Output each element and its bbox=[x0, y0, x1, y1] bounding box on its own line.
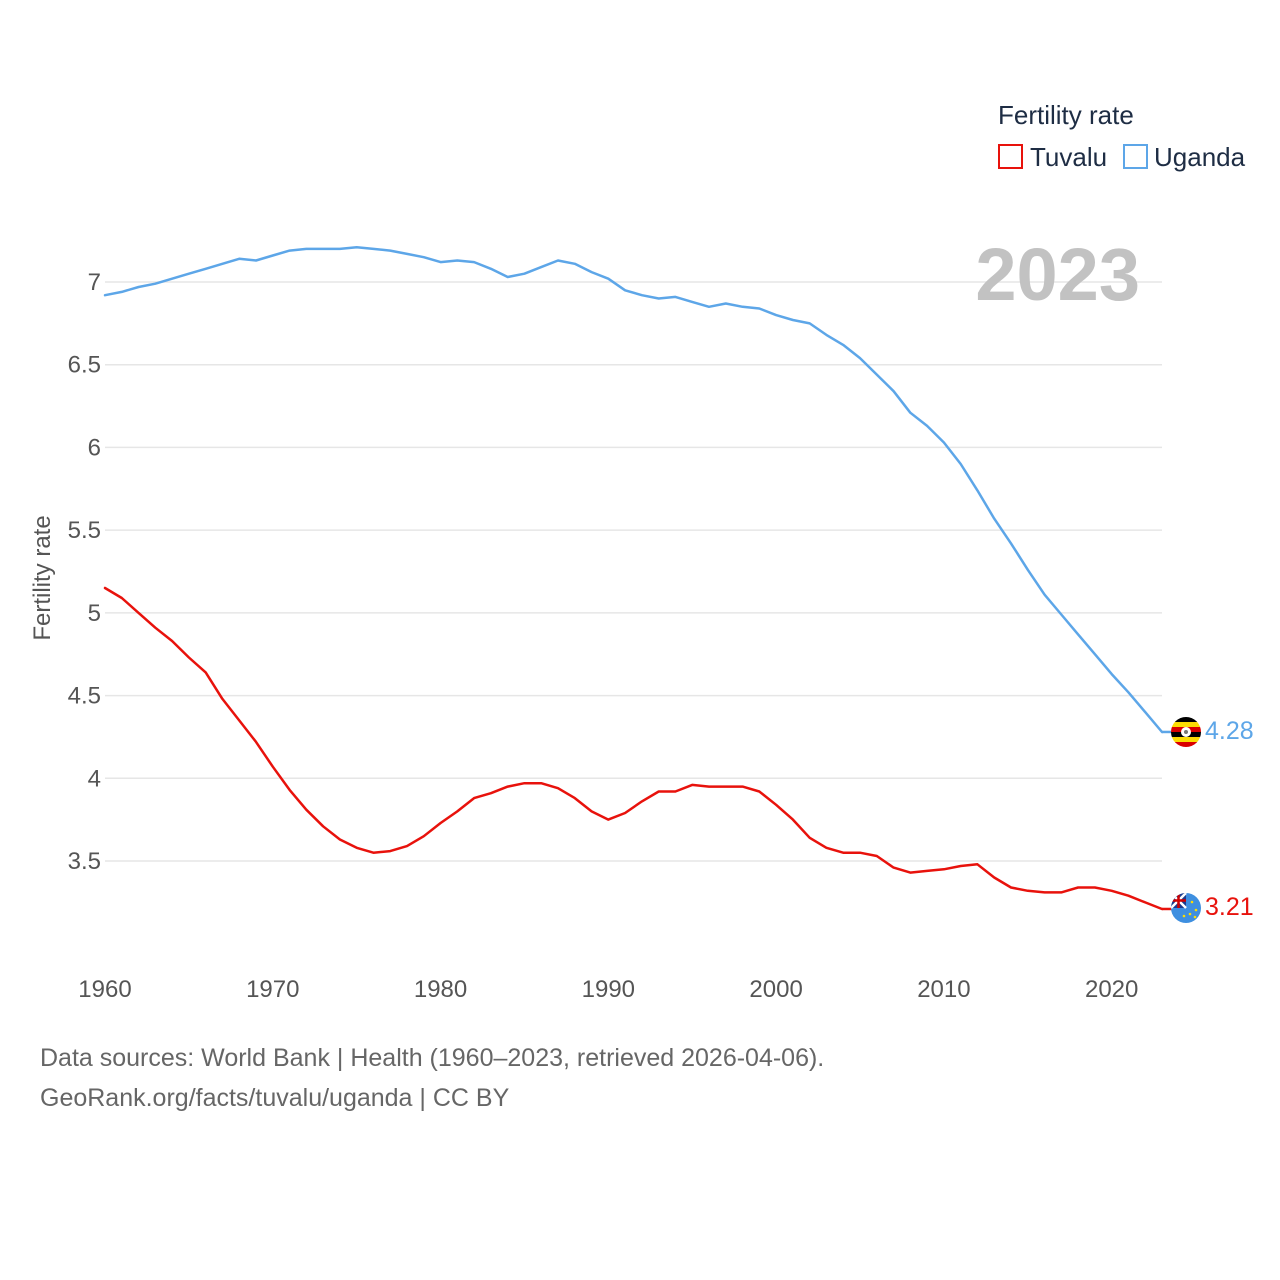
y-tick-label: 7 bbox=[88, 269, 101, 296]
y-tick-label: 5 bbox=[88, 600, 101, 627]
y-tick-label: 6.5 bbox=[68, 352, 101, 379]
x-tick-label: 1990 bbox=[582, 976, 635, 1003]
x-tick-label: 1970 bbox=[246, 976, 299, 1003]
y-tick-label: 5.5 bbox=[68, 517, 101, 544]
series-line-tuvalu bbox=[103, 586, 1164, 911]
x-tick-label: 2010 bbox=[917, 976, 970, 1003]
legend-title: Fertility rate bbox=[998, 100, 1134, 130]
current-year-label: 2023 bbox=[975, 233, 1140, 316]
grid-lines bbox=[105, 281, 1162, 862]
legend: Fertility rate Tuvalu Uganda bbox=[998, 100, 1246, 172]
y-axis-label: Fertility rate bbox=[29, 515, 56, 640]
uganda-flag-icon bbox=[1171, 717, 1201, 747]
legend-swatch-uganda bbox=[1123, 144, 1148, 169]
fertility-rate-chart: 3.5 4 4.5 5 5.5 6 6.5 7 1960 1970 1980 1990 2000 201… bbox=[29, 100, 1254, 1003]
y-tick-label: 4 bbox=[88, 765, 101, 792]
x-tick-label: 2020 bbox=[1085, 976, 1138, 1003]
uganda-end-value: 4.28 bbox=[1205, 717, 1254, 745]
tuvalu-flag-icon bbox=[1171, 893, 1201, 923]
tuvalu-end-value: 3.21 bbox=[1205, 893, 1254, 921]
x-tick-label: 1980 bbox=[414, 976, 467, 1003]
legend-label-tuvalu: Tuvalu bbox=[1030, 142, 1107, 172]
footer-credit: GeoRank.org/facts/tuvalu/uganda | CC BY bbox=[40, 1084, 510, 1112]
x-axis-ticks: 1960 1970 1980 1990 2000 2010 2020 bbox=[78, 976, 1138, 1003]
legend-swatch-tuvalu bbox=[998, 144, 1023, 169]
y-tick-label: 4.5 bbox=[68, 683, 101, 710]
legend-label-uganda: Uganda bbox=[1154, 142, 1246, 172]
y-tick-label: 6 bbox=[88, 434, 101, 461]
x-tick-label: 2000 bbox=[749, 976, 802, 1003]
series-lines bbox=[103, 246, 1172, 911]
series-line-uganda bbox=[103, 246, 1164, 734]
x-tick-label: 1960 bbox=[78, 976, 131, 1003]
y-axis-ticks: 3.5 4 4.5 5 5.5 6 6.5 7 bbox=[68, 269, 101, 875]
footer-source: Data sources: World Bank | Health (1960–… bbox=[40, 1044, 825, 1072]
y-tick-label: 3.5 bbox=[68, 848, 101, 875]
